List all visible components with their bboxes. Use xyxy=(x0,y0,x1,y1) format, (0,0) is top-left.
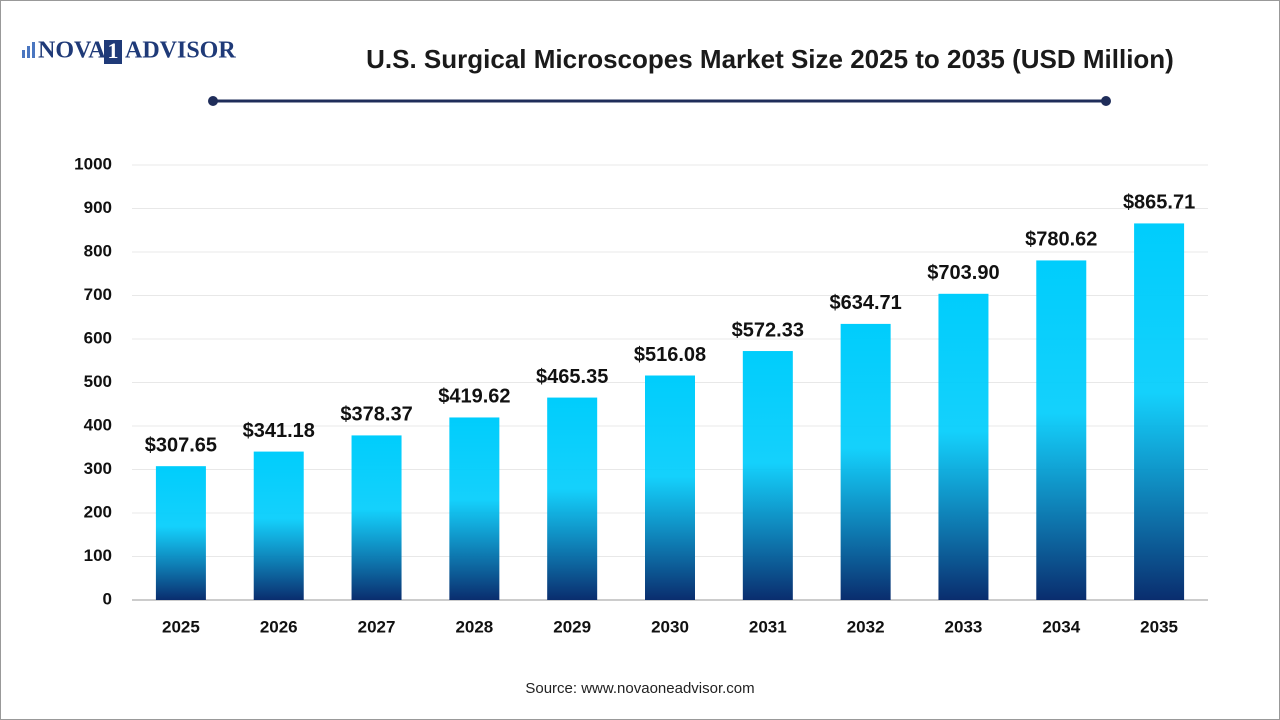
value-label: $378.37 xyxy=(340,404,412,426)
value-label: $307.65 xyxy=(145,434,217,456)
value-label: $572.33 xyxy=(732,319,804,341)
source: Source: www.novaoneadvisor.com xyxy=(525,680,754,697)
value-label: $634.71 xyxy=(829,292,901,314)
y-tick-label: 300 xyxy=(84,459,112,478)
value-label: $516.08 xyxy=(634,344,706,366)
x-tick-label: 2026 xyxy=(260,617,298,636)
value-label: $465.35 xyxy=(536,366,608,388)
bar xyxy=(840,323,891,600)
logo-bar xyxy=(32,42,35,58)
y-tick-label: 700 xyxy=(84,285,112,304)
bar xyxy=(1134,223,1185,601)
value-label: $865.71 xyxy=(1123,192,1195,214)
value-label: $780.62 xyxy=(1025,229,1097,251)
y-tick-label: 500 xyxy=(84,372,112,391)
logo-right: ADVISOR xyxy=(125,38,236,64)
y-tick-label: 0 xyxy=(103,589,112,608)
x-tick-label: 2034 xyxy=(1042,617,1080,636)
x-tick-label: 2032 xyxy=(847,617,885,636)
x-tick-label: 2027 xyxy=(358,617,396,636)
bar xyxy=(155,466,206,600)
logo-box xyxy=(104,40,122,64)
x-tick-label: 2029 xyxy=(553,617,591,636)
bar xyxy=(253,451,304,600)
bar xyxy=(547,397,598,600)
y-tick-label: 600 xyxy=(84,328,112,347)
x-tick-label: 2030 xyxy=(651,617,689,636)
y-tick-label: 200 xyxy=(84,502,112,521)
y-tick-label: 1000 xyxy=(74,154,112,173)
bar xyxy=(742,351,793,600)
logo-mark: 1 xyxy=(108,38,119,63)
value-label: $341.18 xyxy=(243,420,315,442)
rule-dot xyxy=(1101,96,1111,106)
logo-bar xyxy=(27,46,30,58)
bar xyxy=(938,293,989,600)
bar xyxy=(1036,260,1087,600)
y-tick-label: 800 xyxy=(84,241,112,260)
value-label: $419.62 xyxy=(438,386,510,408)
x-tick-label: 2033 xyxy=(945,617,983,636)
chart-title: U.S. Surgical Microscopes Market Size 20… xyxy=(366,44,1174,74)
rule-dot xyxy=(208,96,218,106)
x-tick-label: 2025 xyxy=(162,617,200,636)
y-tick-label: 900 xyxy=(84,198,112,217)
value-label: $703.90 xyxy=(927,262,999,284)
logo-left: NOVA xyxy=(38,38,106,64)
y-tick-label: 400 xyxy=(84,415,112,434)
x-tick-label: 2035 xyxy=(1140,617,1178,636)
x-tick-label: 2031 xyxy=(749,617,787,636)
bar xyxy=(449,417,500,600)
y-tick-label: 100 xyxy=(84,546,112,565)
bar xyxy=(351,435,402,600)
logo: NOVA 1 ADVISOR xyxy=(22,38,236,64)
x-tick-label: 2028 xyxy=(455,617,493,636)
logo-bar xyxy=(22,50,25,58)
bar xyxy=(645,375,695,600)
